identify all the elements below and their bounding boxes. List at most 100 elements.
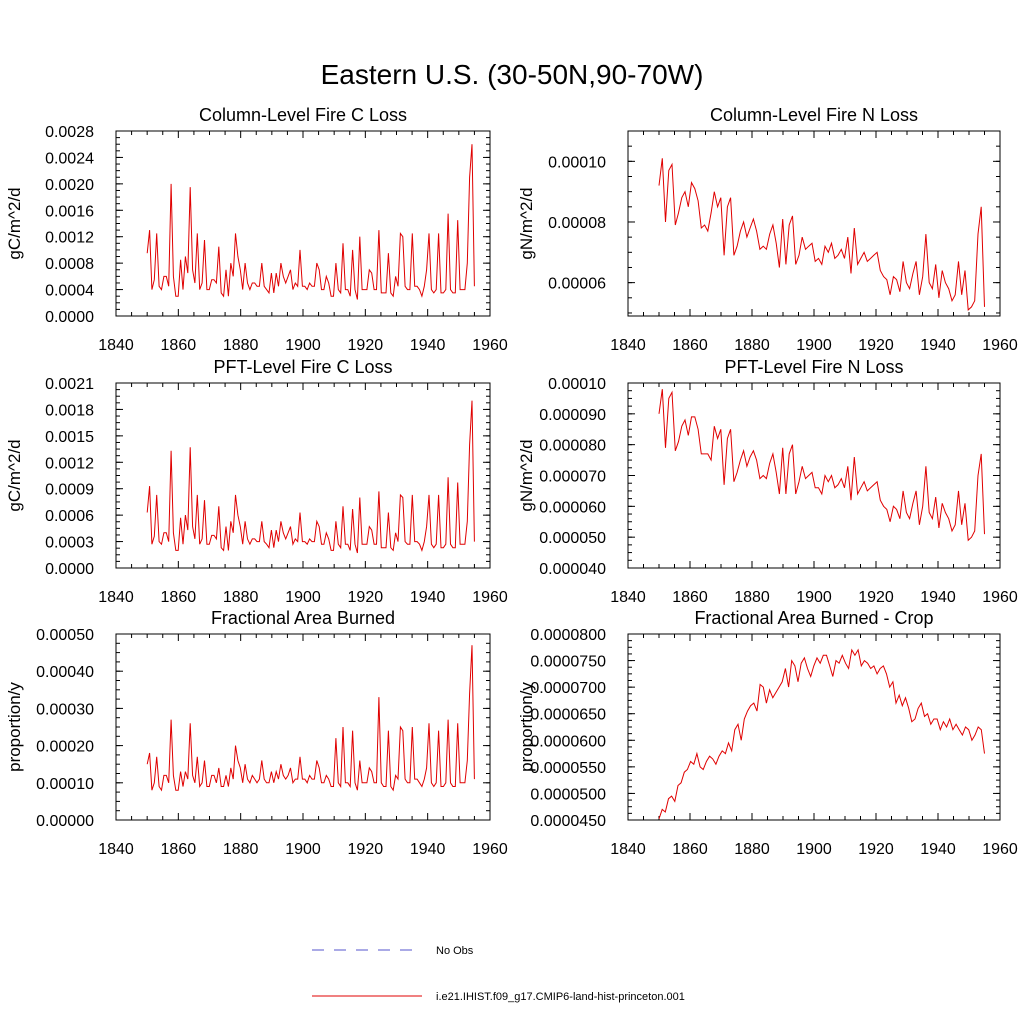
x-tick-label: 1900 bbox=[285, 337, 321, 354]
x-tick-label: 1940 bbox=[410, 337, 446, 354]
y-tick-label: 0.0000600 bbox=[530, 733, 606, 750]
x-tick-label: 1880 bbox=[223, 589, 259, 606]
y-tick-label: 0.0020 bbox=[45, 177, 94, 194]
x-tick-label: 1960 bbox=[472, 589, 508, 606]
x-tick-label: 1940 bbox=[410, 589, 446, 606]
y-tick-label: 0.0008 bbox=[45, 256, 94, 273]
panel-title: Column-Level Fire N Loss bbox=[710, 105, 918, 125]
y-tick-label: 0.00010 bbox=[548, 376, 606, 393]
y-tick-label: 0.0004 bbox=[45, 283, 94, 300]
x-tick-label: 1840 bbox=[610, 841, 646, 858]
series-line-0 bbox=[658, 389, 985, 542]
x-tick-label: 1920 bbox=[858, 589, 894, 606]
series-line-0 bbox=[146, 400, 475, 554]
x-tick-label: 1900 bbox=[796, 337, 832, 354]
x-tick-label: 1880 bbox=[734, 841, 770, 858]
legend-label-simulation: i.e21.IHIST.f09_g17.CMIP6-land-hist-prin… bbox=[436, 991, 685, 1003]
x-tick-label: 1940 bbox=[410, 841, 446, 858]
x-tick-label: 1860 bbox=[672, 589, 708, 606]
x-tick-label: 1900 bbox=[796, 589, 832, 606]
y-tick-label: 0.0000650 bbox=[530, 707, 606, 724]
y-tick-label: 0.0000500 bbox=[530, 786, 606, 803]
y-axis-label: gC/m^2/d bbox=[5, 439, 24, 511]
series-line-0 bbox=[658, 158, 985, 311]
x-tick-label: 1880 bbox=[734, 589, 770, 606]
x-tick-label: 1860 bbox=[672, 337, 708, 354]
panel-pft-level-fire-c-loss: PFT-Level Fire C Loss gC/m^2/d 1840 1860 188… bbox=[5, 357, 508, 606]
y-tick-label: 0.0028 bbox=[45, 124, 94, 141]
x-tick-label: 1920 bbox=[348, 589, 384, 606]
panel-fractional-area-burned-crop: Fractional Area Burned - Crop proportion/… bbox=[517, 608, 1018, 858]
panel-title: PFT-Level Fire C Loss bbox=[213, 357, 392, 377]
y-tick-label: 0.0024 bbox=[45, 150, 94, 167]
y-tick-label: 0.00000 bbox=[36, 813, 94, 830]
panel-grid: Column-Level Fire C Loss gC/m^2/d 1840 1860… bbox=[5, 105, 1018, 858]
y-tick-label: 0.0016 bbox=[45, 203, 94, 220]
plot-frame bbox=[627, 633, 1001, 821]
y-tick-label: 0.00010 bbox=[548, 154, 606, 171]
y-tick-label: 0.0012 bbox=[45, 230, 94, 247]
figure-title: Eastern U.S. (30-50N,90-70W) bbox=[321, 59, 704, 90]
y-tick-label: 0.00010 bbox=[36, 776, 94, 793]
panel-pft-level-fire-n-loss: PFT-Level Fire N Loss gN/m^2/d 1840 1860 188… bbox=[517, 357, 1018, 606]
plot-frame bbox=[115, 633, 491, 821]
y-tick-label: 0.0000 bbox=[45, 309, 94, 326]
panel-fractional-area-burned: Fractional Area Burned proportion/y 1840 18… bbox=[5, 608, 508, 858]
y-tick-label: 0.0000450 bbox=[530, 813, 606, 830]
y-tick-label: 0.00008 bbox=[548, 215, 606, 232]
series-line-0 bbox=[146, 144, 475, 300]
panel-title: Column-Level Fire C Loss bbox=[199, 105, 407, 125]
x-tick-label: 1860 bbox=[161, 841, 197, 858]
y-tick-label: 0.0018 bbox=[45, 402, 94, 419]
y-tick-label: 0.0000800 bbox=[530, 627, 606, 644]
x-tick-label: 1840 bbox=[610, 589, 646, 606]
x-tick-label: 1960 bbox=[982, 337, 1018, 354]
plot-frame bbox=[627, 130, 1001, 317]
y-axis-label: proportion/y bbox=[517, 682, 536, 772]
y-tick-label: 0.0000550 bbox=[530, 760, 606, 777]
x-tick-label: 1840 bbox=[98, 337, 134, 354]
x-tick-label: 1880 bbox=[223, 841, 259, 858]
plot-frame bbox=[627, 382, 1001, 569]
series-line-0 bbox=[146, 645, 475, 792]
legend-label-no-obs: No Obs bbox=[436, 945, 474, 957]
x-tick-label: 1900 bbox=[796, 841, 832, 858]
x-tick-label: 1940 bbox=[920, 337, 956, 354]
y-tick-label: 0.000070 bbox=[539, 469, 606, 486]
legend: No Obs i.e21.IHIST.f09_g17.CMIP6-land-hi… bbox=[312, 945, 685, 1003]
y-tick-label: 0.000080 bbox=[539, 438, 606, 455]
x-tick-label: 1880 bbox=[223, 337, 259, 354]
x-tick-label: 1900 bbox=[285, 841, 321, 858]
panel-title: Fractional Area Burned - Crop bbox=[694, 608, 933, 628]
y-tick-label: 0.0000700 bbox=[530, 680, 606, 697]
x-tick-label: 1860 bbox=[161, 337, 197, 354]
x-tick-label: 1960 bbox=[472, 337, 508, 354]
x-tick-label: 1960 bbox=[472, 841, 508, 858]
y-tick-label: 0.0003 bbox=[45, 535, 94, 552]
y-tick-label: 0.0015 bbox=[45, 429, 94, 446]
y-tick-label: 0.0021 bbox=[45, 376, 94, 393]
y-tick-label: 0.00050 bbox=[36, 627, 94, 644]
y-tick-label: 0.000060 bbox=[539, 499, 606, 516]
y-tick-label: 0.000090 bbox=[539, 407, 606, 424]
x-tick-label: 1840 bbox=[98, 841, 134, 858]
y-tick-label: 0.00006 bbox=[548, 276, 606, 293]
y-tick-label: 0.000050 bbox=[539, 530, 606, 547]
x-tick-label: 1920 bbox=[348, 841, 384, 858]
y-tick-label: 0.00020 bbox=[36, 739, 94, 756]
x-tick-label: 1940 bbox=[920, 841, 956, 858]
panel-title: Fractional Area Burned bbox=[211, 608, 395, 628]
x-tick-label: 1860 bbox=[161, 589, 197, 606]
x-tick-label: 1960 bbox=[982, 589, 1018, 606]
y-axis-label: gN/m^2/d bbox=[517, 439, 536, 511]
y-tick-label: 0.00030 bbox=[36, 701, 94, 718]
y-axis-label: gC/m^2/d bbox=[5, 187, 24, 259]
x-tick-label: 1920 bbox=[858, 337, 894, 354]
y-tick-label: 0.00040 bbox=[36, 664, 94, 681]
x-tick-label: 1840 bbox=[610, 337, 646, 354]
x-tick-label: 1920 bbox=[858, 841, 894, 858]
y-tick-label: 0.000040 bbox=[539, 561, 606, 578]
panel-column-level-fire-n-loss: Column-Level Fire N Loss gN/m^2/d 1840 1860… bbox=[517, 105, 1018, 354]
x-tick-label: 1940 bbox=[920, 589, 956, 606]
